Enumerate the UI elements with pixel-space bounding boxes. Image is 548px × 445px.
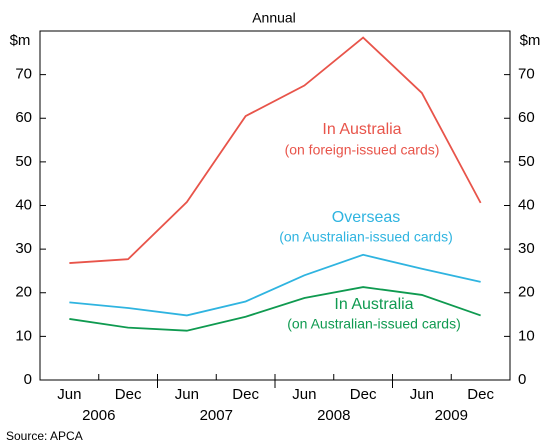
y-tick-label: 30 — [15, 240, 32, 257]
series-line — [69, 36, 482, 264]
y-tick-label: 20 — [15, 284, 32, 301]
y2-tick-label: 0 — [518, 371, 526, 388]
series-line — [69, 286, 481, 332]
year-label: 2007 — [200, 407, 233, 424]
y-tick-label: 70 — [15, 66, 32, 83]
y2-tick-label: 60 — [518, 109, 535, 126]
series-line — [69, 253, 481, 317]
y2-tick-label: 70 — [518, 66, 535, 83]
series-label: In Australia — [322, 121, 401, 138]
series-sublabel: (on Australian-issued cards) — [287, 316, 461, 332]
y-unit: $m — [10, 32, 31, 49]
y-tick-label: 50 — [15, 153, 32, 170]
series-sublabel: (on foreign-issued cards) — [285, 142, 440, 158]
y-tick-label: 0 — [24, 371, 32, 388]
series-sublabel: (on Australian-issued cards) — [279, 229, 453, 245]
y-tick-label: 10 — [15, 327, 32, 344]
y2-unit: $m — [520, 32, 541, 49]
x-tick-label: Jun — [410, 386, 434, 403]
y-tick-label: 40 — [15, 196, 32, 213]
series-label: Overseas — [332, 209, 400, 226]
y2-tick-label: 20 — [518, 284, 535, 301]
chart-subtitle: Annual — [252, 10, 296, 26]
x-tick-label: Dec — [115, 386, 142, 403]
x-tick-label: Dec — [467, 386, 494, 403]
year-label: 2006 — [82, 407, 115, 424]
x-tick-label: Dec — [232, 386, 259, 403]
series-label: In Australia — [334, 296, 413, 313]
x-tick-label: Dec — [350, 386, 377, 403]
x-tick-label: Jun — [175, 386, 199, 403]
source: Source: APCA — [6, 429, 83, 443]
year-label: 2008 — [317, 407, 350, 424]
y2-tick-label: 30 — [518, 240, 535, 257]
year-label: 2009 — [435, 407, 468, 424]
x-tick-label: Jun — [57, 386, 81, 403]
y2-tick-label: 40 — [518, 196, 535, 213]
y-tick-label: 60 — [15, 109, 32, 126]
x-tick-label: Jun — [292, 386, 316, 403]
y2-tick-label: 10 — [518, 327, 535, 344]
y2-tick-label: 50 — [518, 153, 535, 170]
